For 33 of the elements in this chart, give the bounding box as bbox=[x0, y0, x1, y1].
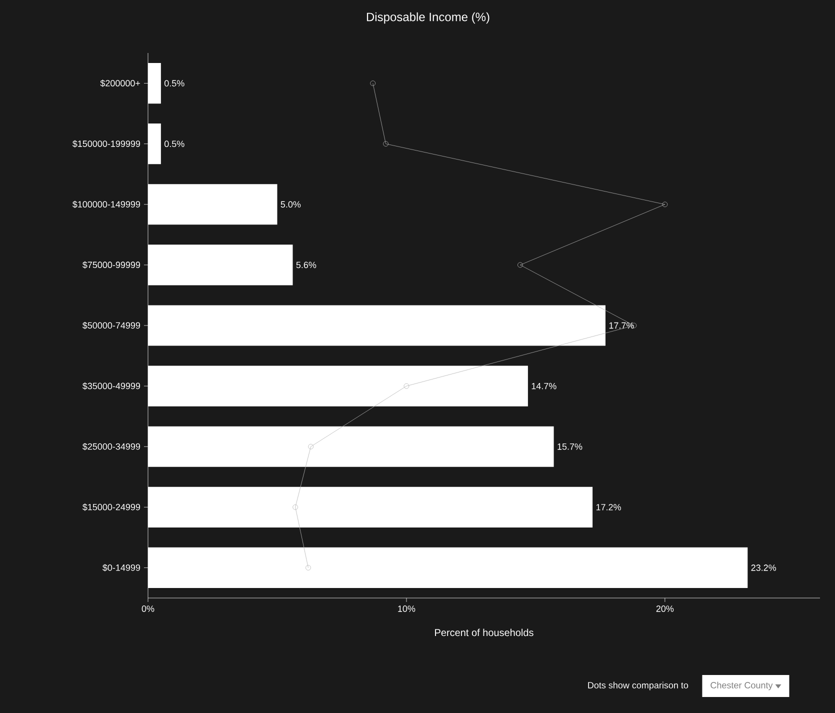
data-label: 17.2% bbox=[596, 504, 621, 510]
x-tick-label: 10% bbox=[398, 606, 416, 612]
y-tick-label: $50000-74999 bbox=[82, 322, 140, 330]
data-label: 14.7% bbox=[532, 382, 556, 390]
x-tick-label: 0% bbox=[142, 606, 154, 612]
y-tick-label: $100000-149999 bbox=[72, 200, 140, 208]
y-tick-label: $200000+ bbox=[100, 80, 140, 87]
y-tick-label: $150000-199999 bbox=[72, 140, 140, 148]
y-tick-label: $75000-99999 bbox=[82, 261, 140, 269]
text: Dots show comparison to bbox=[588, 682, 688, 690]
y-tick-label: $35000-49999 bbox=[82, 382, 140, 390]
y-tick-label: $25000-34999 bbox=[82, 442, 140, 450]
data-label: 17.7% bbox=[609, 322, 634, 329]
chart-title: Disposable Income (%) bbox=[366, 12, 490, 24]
x-tick-label: 20% bbox=[656, 606, 674, 612]
point bbox=[370, 80, 376, 86]
point bbox=[404, 383, 410, 389]
point bbox=[306, 565, 311, 570]
data-label: 5.0% bbox=[280, 201, 301, 208]
point bbox=[383, 141, 388, 147]
x-axis-title: Percent of households bbox=[435, 628, 534, 636]
point bbox=[308, 444, 314, 450]
data-label: 15.7% bbox=[558, 443, 582, 450]
data-label: 5.6% bbox=[296, 262, 316, 268]
point bbox=[292, 504, 298, 510]
text: Chester County bbox=[710, 682, 773, 690]
data-label: 0.5% bbox=[164, 140, 184, 148]
y-tick-label: $0-14999 bbox=[102, 564, 140, 572]
point bbox=[517, 262, 523, 268]
y-tick-label: $15000-24999 bbox=[82, 504, 140, 511]
point bbox=[662, 202, 668, 208]
data-label: 0.5% bbox=[164, 80, 184, 86]
data-label: 23.2% bbox=[751, 564, 776, 571]
